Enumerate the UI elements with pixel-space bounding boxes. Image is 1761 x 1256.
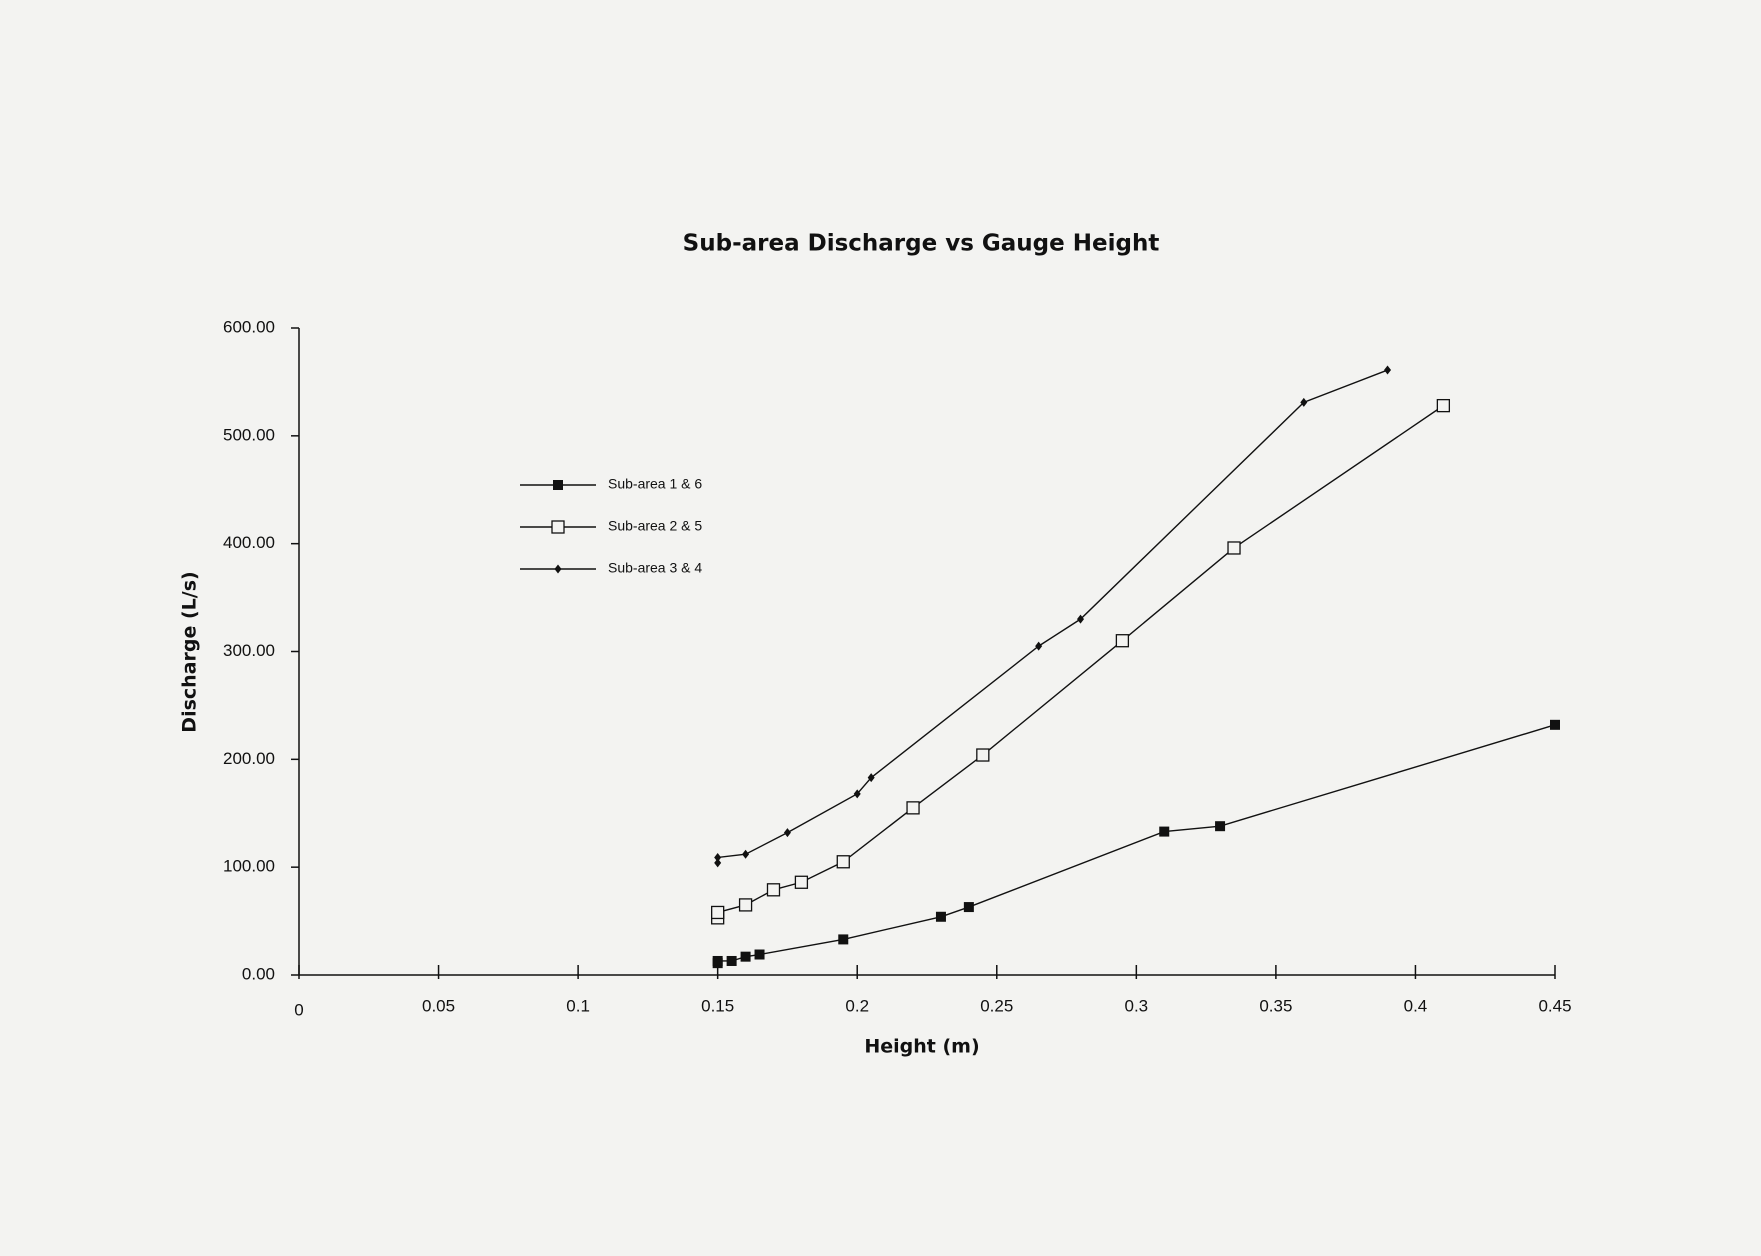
y-tick-label: 100.00 [223, 857, 275, 876]
marker [976, 748, 990, 762]
x-tick-label: 0.3 [1125, 996, 1149, 1015]
legend-item: Sub-area 2 & 5 [520, 518, 702, 534]
y-axis-label: Discharge (L/s) [179, 571, 201, 732]
x-tick-label: 0 [294, 1000, 303, 1019]
marker [738, 898, 753, 912]
marker [711, 905, 725, 920]
marker [1384, 365, 1392, 375]
y-tick-label: 0.00 [242, 964, 275, 983]
legend-label: Sub-area 3 & 4 [608, 560, 702, 576]
y-tick-label: 500.00 [223, 425, 275, 444]
marker [906, 801, 920, 815]
marker [712, 955, 723, 966]
x-tick-label: 0.1 [566, 996, 590, 1015]
legend-label: Sub-area 2 & 5 [608, 518, 702, 534]
marker [1077, 614, 1085, 624]
x-tick-label: 0.25 [980, 996, 1013, 1015]
legend-item: Sub-area 1 & 6 [520, 476, 702, 492]
marker [1550, 719, 1560, 730]
x-tick-label: 0.05 [422, 996, 455, 1015]
x-tick-label: 0.35 [1259, 996, 1292, 1015]
y-tick-label: 300.00 [223, 641, 275, 660]
series [711, 398, 1451, 925]
legend-label: Sub-area 1 & 6 [608, 476, 702, 492]
marker [783, 828, 791, 838]
y-tick-label: 600.00 [223, 317, 275, 336]
series [712, 719, 1560, 969]
marker [1436, 398, 1451, 413]
marker [1159, 826, 1170, 837]
x-tick-label: 0.4 [1404, 996, 1428, 1015]
legend-item: Sub-area 3 & 4 [520, 560, 702, 576]
marker [551, 520, 565, 534]
x-axis-label: Height (m) [864, 1036, 979, 1058]
marker [740, 951, 751, 962]
marker [794, 875, 809, 889]
y-tick-label: 200.00 [223, 749, 275, 768]
marker [714, 858, 722, 868]
marker [554, 564, 562, 574]
marker [726, 955, 737, 966]
x-tick-label: 0.15 [701, 996, 734, 1015]
x-tick-label: 0.45 [1538, 996, 1571, 1015]
marker [963, 902, 974, 913]
marker [754, 949, 765, 960]
marker [1300, 397, 1308, 407]
series-line [716, 369, 1388, 863]
marker [553, 480, 563, 490]
marker [867, 773, 875, 783]
series [714, 365, 1392, 868]
y-tick-label: 400.00 [223, 533, 275, 552]
marker [766, 883, 781, 897]
marker [714, 852, 722, 862]
marker [742, 849, 750, 859]
marker [935, 911, 946, 922]
marker [1215, 821, 1226, 832]
marker [1035, 641, 1043, 651]
marker [853, 789, 861, 799]
marker [1115, 634, 1130, 648]
x-tick-label: 0.2 [845, 996, 869, 1015]
marker [1227, 541, 1241, 555]
marker [838, 934, 849, 945]
chart-title: Sub-area Discharge vs Gauge Height [683, 231, 1160, 257]
marker [836, 855, 850, 869]
